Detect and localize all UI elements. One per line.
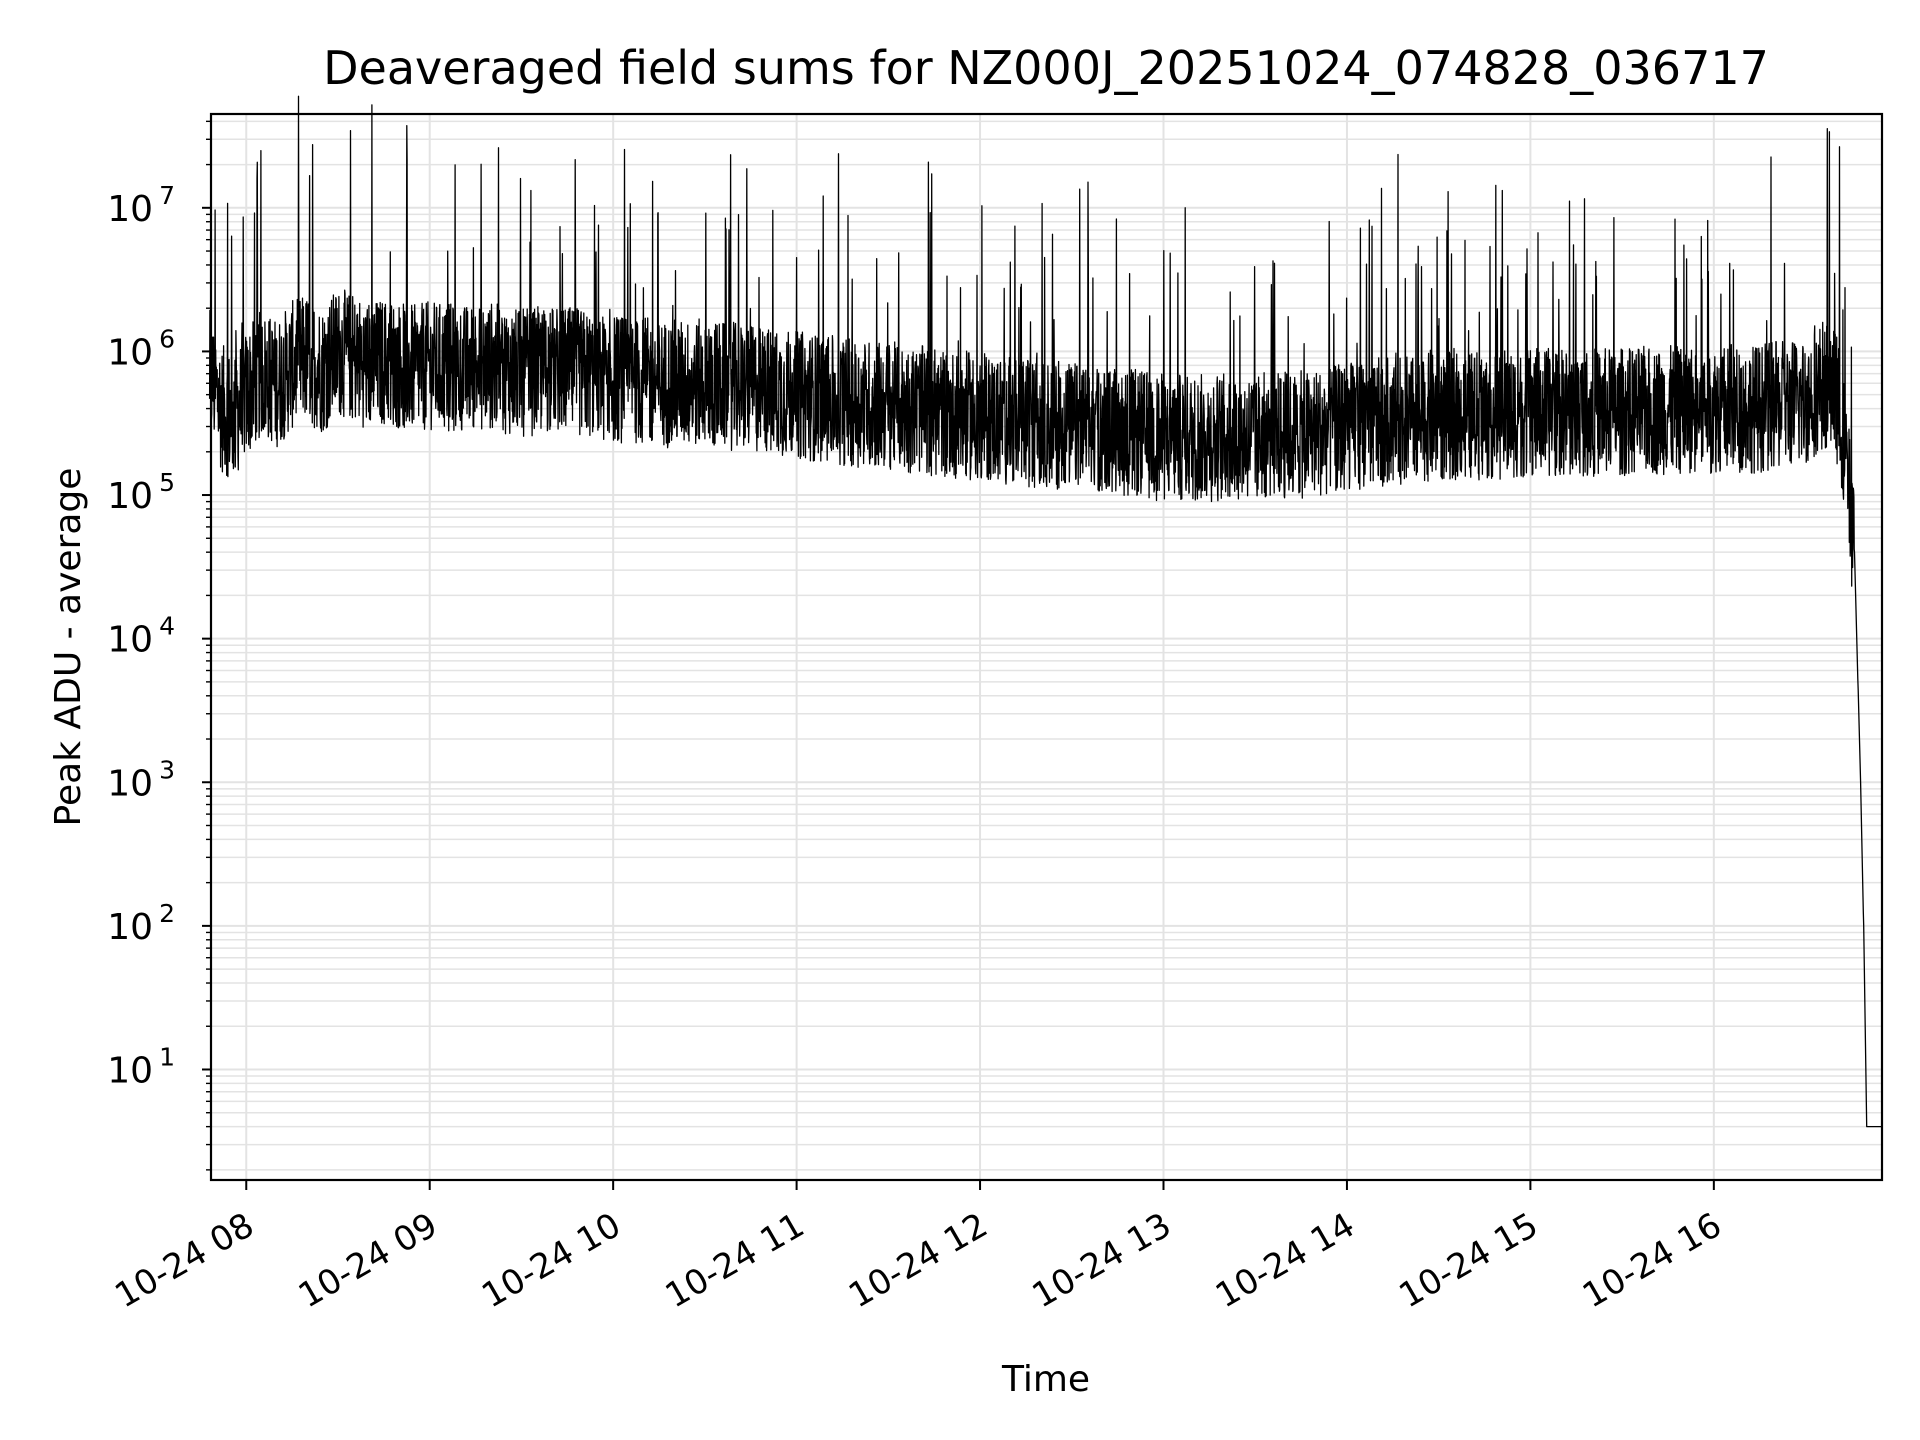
- x-axis-label: Time: [1001, 1359, 1090, 1400]
- series-line: [208, 95, 1883, 1128]
- y-tick-exponent: 7: [159, 181, 175, 210]
- plot-frame: [209, 112, 1884, 1182]
- y-tick-exponent: 6: [159, 324, 175, 353]
- y-tick-label: 10: [107, 1050, 153, 1091]
- y-tick-label: 10: [107, 332, 153, 373]
- y-tick-label: 10: [107, 620, 153, 661]
- chart-title: Deaveraged field sums for NZ000J_2025102…: [323, 41, 1769, 95]
- y-tick-exponent: 4: [159, 612, 175, 641]
- y-tick-exponent: 3: [159, 755, 175, 784]
- y-tick-label: 10: [107, 763, 153, 804]
- y-tick-label: 10: [107, 476, 153, 517]
- y-tick-exponent: 1: [159, 1042, 175, 1071]
- y-tick-exponent: 5: [159, 468, 175, 497]
- y-tick-exponent: 2: [159, 899, 175, 928]
- y-axis-label: Peak ADU - average: [48, 468, 89, 827]
- y-tick-label: 10: [107, 189, 153, 230]
- series-path: [208, 95, 1883, 1128]
- grid-lines: [211, 114, 1882, 1180]
- y-tick-label: 10: [107, 907, 153, 948]
